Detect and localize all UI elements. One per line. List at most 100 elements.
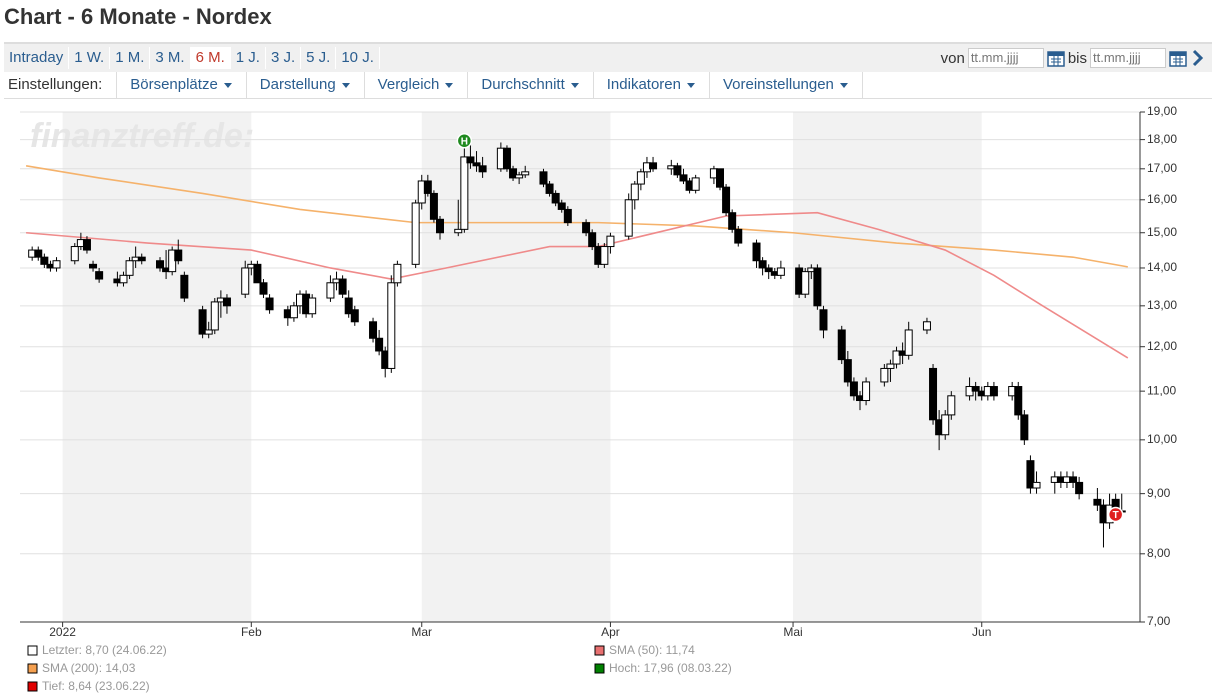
candle-body: [551, 192, 560, 204]
candle: [904, 321, 913, 360]
candle: [691, 174, 700, 194]
y-tick-label: 14,00: [1147, 260, 1177, 274]
candle: [52, 257, 61, 272]
candle-body: [125, 260, 134, 276]
period-tab[interactable]: 3 J.: [266, 47, 302, 69]
candle: [119, 271, 128, 287]
candle: [34, 246, 43, 261]
submit-arrow[interactable]: [1190, 49, 1206, 67]
y-tick-label: 7,00: [1147, 614, 1171, 628]
candle: [326, 275, 335, 302]
candle-body: [423, 180, 432, 194]
candle: [764, 264, 773, 280]
candle-body: [922, 321, 931, 331]
candle: [369, 317, 378, 343]
candle: [752, 239, 761, 268]
chart: finanztreff.de: 7,00 8,00 9,00 10,00 11,00 12,…: [20, 104, 1177, 693]
candle: [843, 350, 852, 387]
candle-body: [411, 202, 420, 265]
y-tick-label: 9,00: [1147, 486, 1171, 500]
candle: [1075, 476, 1084, 500]
candle-body: [502, 147, 511, 170]
candle-body: [259, 282, 268, 295]
candle-body: [813, 267, 822, 307]
candle: [253, 260, 262, 284]
legend-label: SMA (50): 11,74: [609, 643, 695, 657]
candle-body: [454, 228, 463, 234]
period-tab[interactable]: 10 J.: [336, 47, 380, 69]
settings-menu[interactable]: Indikatoren: [594, 72, 710, 98]
period-tab[interactable]: 1 W.: [69, 47, 111, 69]
candle: [241, 260, 250, 299]
candle: [1026, 455, 1035, 494]
legend-label: Letzter: 8,70 (24.06.22): [42, 643, 167, 657]
candle-body: [649, 162, 658, 170]
candle-body: [466, 156, 475, 164]
candle-body: [941, 414, 950, 436]
x-tick-label: Apr: [601, 625, 620, 639]
candle-body: [606, 235, 615, 248]
candle-body: [265, 297, 274, 311]
candle-body: [734, 228, 743, 244]
period-tab[interactable]: 1 J.: [231, 47, 266, 69]
candle-body: [253, 263, 262, 284]
candle: [880, 364, 889, 387]
settings-bar: Einstellungen: Börsenplätze Darstellung Ve…: [4, 72, 1212, 99]
period-tab[interactable]: 3 M.: [150, 47, 191, 69]
settings-menu[interactable]: Darstellung: [247, 72, 365, 98]
candle: [289, 301, 298, 322]
candle: [539, 168, 548, 188]
candle: [922, 317, 931, 335]
candle: [582, 219, 591, 237]
calendar-icon[interactable]: [1169, 49, 1187, 67]
settings-menu[interactable]: Börsenplätze: [117, 72, 247, 98]
candle: [509, 165, 518, 181]
period-tab[interactable]: 1 M.: [110, 47, 151, 69]
candle-body: [849, 381, 858, 397]
date-range: von tt.mm.jjjj bis tt.mm.jjjj: [941, 48, 1212, 68]
candle: [673, 162, 682, 178]
candle-body: [752, 242, 761, 262]
candle-body: [971, 386, 980, 392]
candle-body: [624, 199, 633, 237]
legend-swatch: [594, 645, 605, 656]
y-tick-label: 13,00: [1147, 298, 1177, 312]
candle-body: [1069, 476, 1078, 483]
period-tab[interactable]: 5 J.: [301, 47, 337, 69]
from-input[interactable]: tt.mm.jjjj: [967, 48, 1044, 68]
candle: [545, 180, 554, 197]
candle: [82, 236, 91, 254]
candle: [350, 305, 359, 326]
settings-menu[interactable]: Durchschnitt: [468, 72, 594, 98]
price-marker-label: H: [461, 136, 468, 147]
candle-body: [34, 249, 43, 258]
candle: [600, 243, 609, 268]
sma-line: [25, 165, 1128, 268]
candle-body: [843, 359, 852, 383]
settings-menu[interactable]: Voreinstellungen: [710, 72, 863, 98]
candle: [1020, 410, 1029, 445]
y-tick-label: 10,00: [1147, 432, 1177, 446]
candle-body: [338, 278, 347, 295]
candle-body: [776, 267, 785, 276]
candle: [819, 305, 828, 339]
candle: [259, 279, 268, 299]
candle: [515, 171, 524, 185]
settings-menu[interactable]: Vergleich: [365, 72, 469, 98]
candle: [941, 410, 950, 440]
candle: [929, 364, 938, 425]
candle-body: [1032, 481, 1041, 489]
period-tab[interactable]: Intraday: [4, 47, 70, 69]
candle-body: [630, 183, 639, 201]
candle: [971, 381, 980, 401]
to-input[interactable]: tt.mm.jjjj: [1090, 48, 1166, 68]
candle-body: [369, 321, 378, 339]
candle: [472, 151, 481, 172]
period-tab[interactable]: 6 M.: [190, 47, 231, 69]
calendar-icon[interactable]: [1047, 49, 1065, 67]
candle-body: [600, 246, 609, 265]
price-marker: [456, 133, 473, 149]
candle: [375, 329, 384, 356]
candle-body: [563, 208, 572, 224]
